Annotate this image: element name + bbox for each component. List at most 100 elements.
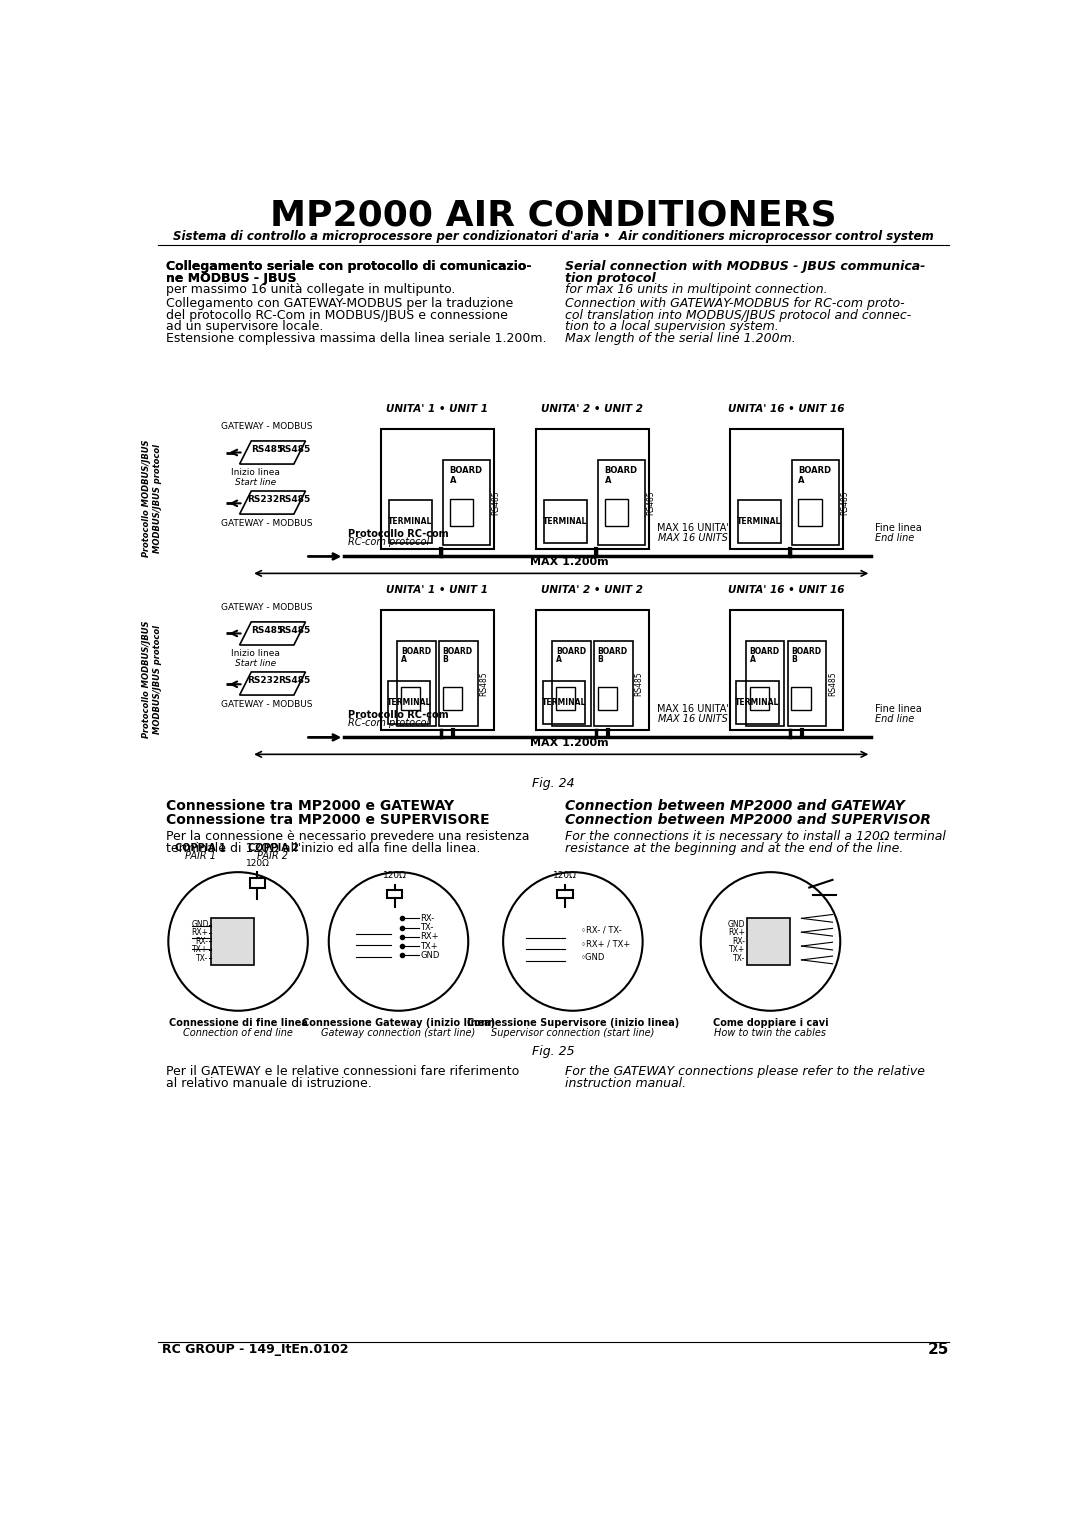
Text: UNITA' 1 • UNIT 1: UNITA' 1 • UNIT 1 <box>387 586 488 595</box>
Text: al relativo manuale di istruzione.: al relativo manuale di istruzione. <box>166 1077 372 1090</box>
Text: RC-com protocol: RC-com protocol <box>348 718 430 727</box>
Text: del protocollo RC-Com in MODBUS/JBUS e connessione: del protocollo RC-Com in MODBUS/JBUS e c… <box>166 308 508 322</box>
Text: MAX 16 UNITA': MAX 16 UNITA' <box>657 523 729 534</box>
Text: TX+: TX+ <box>420 941 437 950</box>
Text: UNITA' 2 • UNIT 2: UNITA' 2 • UNIT 2 <box>541 404 644 413</box>
Text: ad un supervisore locale.: ad un supervisore locale. <box>166 320 323 332</box>
Bar <box>597 688 617 711</box>
Text: 120Ω: 120Ω <box>553 871 577 880</box>
Text: MAX 16 UNITS: MAX 16 UNITS <box>658 532 728 543</box>
Text: RS485: RS485 <box>252 445 283 454</box>
Text: UNITA' 1 • UNIT 1: UNITA' 1 • UNIT 1 <box>387 404 488 413</box>
Bar <box>557 891 572 898</box>
Bar <box>594 640 633 726</box>
Text: Protocollo RC-com: Protocollo RC-com <box>348 529 449 538</box>
Text: For the GATEWAY connections please refer to the relative: For the GATEWAY connections please refer… <box>565 1064 926 1078</box>
Text: GATEWAY - MODBUS: GATEWAY - MODBUS <box>221 700 312 709</box>
Text: RS485: RS485 <box>252 625 283 634</box>
Text: TX-: TX- <box>732 955 745 962</box>
Text: GATEWAY - MODBUS: GATEWAY - MODBUS <box>221 422 312 432</box>
Text: BOARD: BOARD <box>449 467 483 476</box>
Text: Estensione complessiva massima della linea seriale 1.200m.: Estensione complessiva massima della lin… <box>166 331 546 345</box>
Text: Connection between MP2000 and GATEWAY: Connection between MP2000 and GATEWAY <box>565 799 905 813</box>
Bar <box>443 688 462 711</box>
Text: 120Ω: 120Ω <box>245 859 269 868</box>
Text: 25: 25 <box>928 1342 948 1357</box>
Text: MAX 16 UNITS: MAX 16 UNITS <box>658 714 728 723</box>
Text: UNITA' 2 • UNIT 2: UNITA' 2 • UNIT 2 <box>541 586 644 595</box>
Text: TERMINAL: TERMINAL <box>735 698 780 708</box>
Bar <box>249 878 266 888</box>
Text: Protocollo MODBUS/JBUS
MODBUS/JBUS protocol: Protocollo MODBUS/JBUS MODBUS/JBUS proto… <box>141 621 162 738</box>
Text: Connessione tra MP2000 e SUPERVISORE: Connessione tra MP2000 e SUPERVISORE <box>166 813 489 827</box>
Text: Protocollo RC-com: Protocollo RC-com <box>348 709 449 720</box>
Text: B: B <box>597 656 604 663</box>
Text: BOARD: BOARD <box>798 467 832 476</box>
Text: RS485: RS485 <box>480 671 488 695</box>
Text: per massimo 16 unità collegate in multipunto.: per massimo 16 unità collegate in multip… <box>166 284 456 296</box>
Text: 120Ω: 120Ω <box>382 871 406 880</box>
Text: RS485: RS485 <box>279 676 311 685</box>
Bar <box>544 500 586 543</box>
Text: MAX 1.200m: MAX 1.200m <box>529 738 608 749</box>
Bar <box>211 918 254 964</box>
Text: TERMINAL: TERMINAL <box>388 517 432 526</box>
Text: TX+: TX+ <box>192 946 208 955</box>
Bar <box>792 688 811 711</box>
Text: BOARD: BOARD <box>443 647 473 656</box>
Text: ◦GND: ◦GND <box>581 953 605 962</box>
Bar <box>750 688 769 711</box>
Text: BOARD: BOARD <box>792 647 822 656</box>
Text: Start line: Start line <box>234 659 275 668</box>
Text: RS485: RS485 <box>279 494 311 503</box>
Text: RS485: RS485 <box>647 490 656 515</box>
Bar <box>745 640 784 726</box>
Text: Fig. 24: Fig. 24 <box>532 778 575 790</box>
Text: . . . . . . .: . . . . . . . <box>662 549 708 560</box>
Text: MAX 16 UNITA': MAX 16 UNITA' <box>657 705 729 714</box>
Text: Collegamento seriale con protocollo di comunicazio-: Collegamento seriale con protocollo di c… <box>166 259 531 273</box>
Bar <box>737 682 779 723</box>
Text: GATEWAY - MODBUS: GATEWAY - MODBUS <box>221 520 312 529</box>
Text: End line: End line <box>875 714 915 723</box>
Bar <box>389 500 432 543</box>
Text: Protocollo MODBUS/JBUS
MODBUS/JBUS protocol: Protocollo MODBUS/JBUS MODBUS/JBUS proto… <box>141 439 162 558</box>
Text: BOARD: BOARD <box>556 647 586 656</box>
Bar <box>444 461 490 544</box>
Bar <box>552 640 591 726</box>
Text: ne MODBUS - JBUS: ne MODBUS - JBUS <box>166 271 297 285</box>
Text: RS232: RS232 <box>247 494 280 503</box>
Text: RS232: RS232 <box>247 676 280 685</box>
Text: Fine linea: Fine linea <box>875 705 922 714</box>
Text: Max length of the serial line 1.200m.: Max length of the serial line 1.200m. <box>565 331 796 345</box>
Text: RS485: RS485 <box>828 671 837 695</box>
Bar <box>438 640 477 726</box>
Text: terminale di 120Ω all'inizio ed alla fine della linea.: terminale di 120Ω all'inizio ed alla fin… <box>166 842 481 856</box>
Text: BOARD: BOARD <box>597 647 627 656</box>
Text: ◦RX- / TX-: ◦RX- / TX- <box>581 926 621 935</box>
Text: How to twin the cables: How to twin the cables <box>715 1028 826 1039</box>
Bar <box>556 688 576 711</box>
Text: instruction manual.: instruction manual. <box>565 1077 686 1090</box>
Text: Supervisor connection (start line): Supervisor connection (start line) <box>491 1028 654 1039</box>
Text: Serial connection with MODBUS - JBUS communica-: Serial connection with MODBUS - JBUS com… <box>565 259 926 273</box>
Text: RS485: RS485 <box>279 625 311 634</box>
Text: BOARD: BOARD <box>401 647 431 656</box>
Bar <box>537 610 649 729</box>
Text: col translation into MODBUS/JBUS protocol and connec-: col translation into MODBUS/JBUS protoco… <box>565 308 912 322</box>
Text: RS485: RS485 <box>279 445 311 454</box>
Text: COPPIA 2: COPPIA 2 <box>247 843 298 852</box>
Bar <box>537 430 649 549</box>
Text: TX+: TX+ <box>729 946 745 955</box>
Text: resistance at the beginning and at the end of the line.: resistance at the beginning and at the e… <box>565 842 904 856</box>
Text: A: A <box>401 656 407 663</box>
Bar <box>793 461 839 544</box>
Bar <box>798 499 822 526</box>
Text: Sistema di controllo a microprocessore per condizionatori d'aria •  Air conditio: Sistema di controllo a microprocessore p… <box>173 230 934 244</box>
Text: TERMINAL: TERMINAL <box>387 698 431 708</box>
Text: Fine linea: Fine linea <box>875 523 922 534</box>
Text: RX-: RX- <box>195 936 208 946</box>
Text: tion protocol: tion protocol <box>565 271 656 285</box>
Text: TX-: TX- <box>420 923 433 932</box>
Bar <box>397 640 435 726</box>
